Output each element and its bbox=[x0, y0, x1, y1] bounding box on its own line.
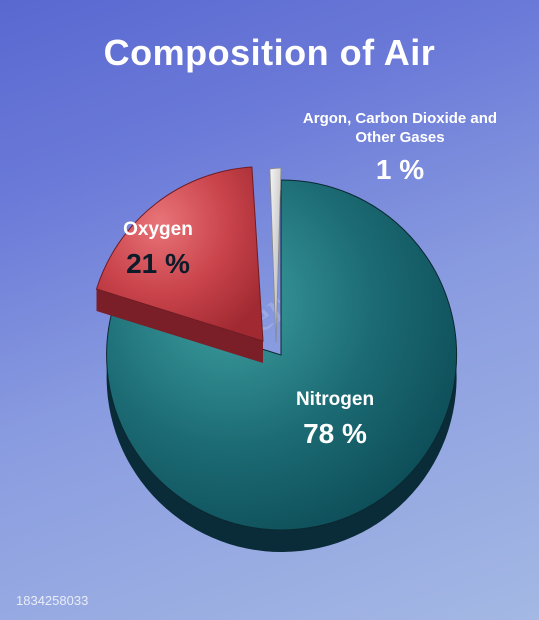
stock-image-id: 1834258033 bbox=[16, 593, 88, 608]
label-other: Argon, Carbon Dioxide and Other Gases 1 … bbox=[300, 110, 500, 187]
label-nitrogen-name: Nitrogen bbox=[265, 388, 405, 412]
pie-chart bbox=[0, 150, 539, 570]
pie-svg bbox=[40, 150, 500, 570]
label-other-pct: 1 % bbox=[300, 152, 500, 187]
label-nitrogen: Nitrogen 78 % bbox=[265, 388, 405, 451]
label-nitrogen-pct: 78 % bbox=[265, 416, 405, 451]
label-oxygen-name: Oxygen bbox=[98, 218, 218, 242]
chart-title: Composition of Air bbox=[0, 32, 539, 74]
slice-other-top bbox=[269, 168, 280, 343]
label-other-name: Argon, Carbon Dioxide and Other Gases bbox=[300, 110, 500, 148]
label-oxygen-pct: 21 % bbox=[98, 246, 218, 281]
label-oxygen: Oxygen 21 % bbox=[98, 218, 218, 281]
